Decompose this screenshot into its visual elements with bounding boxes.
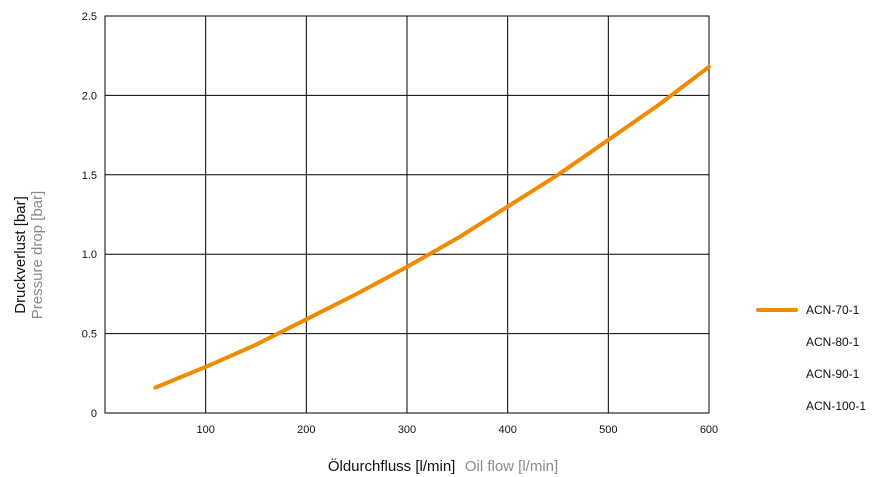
- data-point: [205, 366, 207, 368]
- x-tick-label: 600: [700, 424, 718, 436]
- plot-frame: [104, 15, 710, 414]
- x-tick-label: 300: [398, 424, 416, 436]
- y-tick-label: 1.0: [82, 249, 97, 261]
- x-tick-label: 100: [196, 424, 214, 436]
- grid: [105, 15, 710, 414]
- x-tick-label: 500: [599, 424, 617, 436]
- data-point: [708, 66, 710, 68]
- data-point: [507, 206, 509, 208]
- data-point: [406, 266, 408, 268]
- x-axis-label-primary: Öldurchfluss [l/min]: [328, 457, 456, 475]
- x-axis-label-secondary: Oil flow [l/min]: [465, 458, 558, 475]
- data-point: [306, 319, 308, 321]
- x-tick-label: 400: [498, 424, 516, 436]
- series-line: [153, 64, 711, 390]
- data-point: [608, 139, 610, 141]
- y-tick-label: 0.5: [82, 329, 97, 341]
- y-tick-labels: 0 0.5 1.0 1.5 2.0 2.5: [82, 11, 97, 420]
- data-point: [557, 174, 559, 176]
- series-layer: [153, 64, 711, 390]
- x-tick-labels: 100 200 300 400 500 600: [196, 424, 718, 436]
- legend-label: ACN-70-1: [806, 303, 860, 317]
- y-axis-label-primary: Druckverlust [bar]: [12, 196, 29, 314]
- legend-label: ACN-100-1: [806, 399, 866, 413]
- legend-label: ACN-90-1: [806, 367, 860, 381]
- data-point: [356, 293, 358, 295]
- data-point: [155, 387, 157, 389]
- legend-label: ACN-80-1: [806, 335, 860, 349]
- y-axis-label: Druckverlust [bar] Pressure drop [bar]: [12, 191, 46, 319]
- y-tick-label: 2.0: [82, 90, 97, 102]
- data-point: [658, 104, 660, 106]
- y-tick-label: 1.5: [82, 170, 97, 182]
- data-point: [255, 344, 257, 346]
- legend: ACN-70-1 ACN-80-1 ACN-90-1 ACN-100-1: [756, 303, 866, 413]
- y-tick-label: 2.5: [82, 11, 97, 23]
- x-tick-label: 200: [297, 424, 315, 436]
- y-tick-label: 0: [91, 408, 97, 420]
- x-axis-label: Öldurchfluss [l/min] Oil flow [l/min]: [328, 457, 558, 475]
- plot-border: [104, 15, 710, 414]
- y-axis-label-secondary: Pressure drop [bar]: [29, 191, 46, 319]
- data-point: [457, 238, 459, 240]
